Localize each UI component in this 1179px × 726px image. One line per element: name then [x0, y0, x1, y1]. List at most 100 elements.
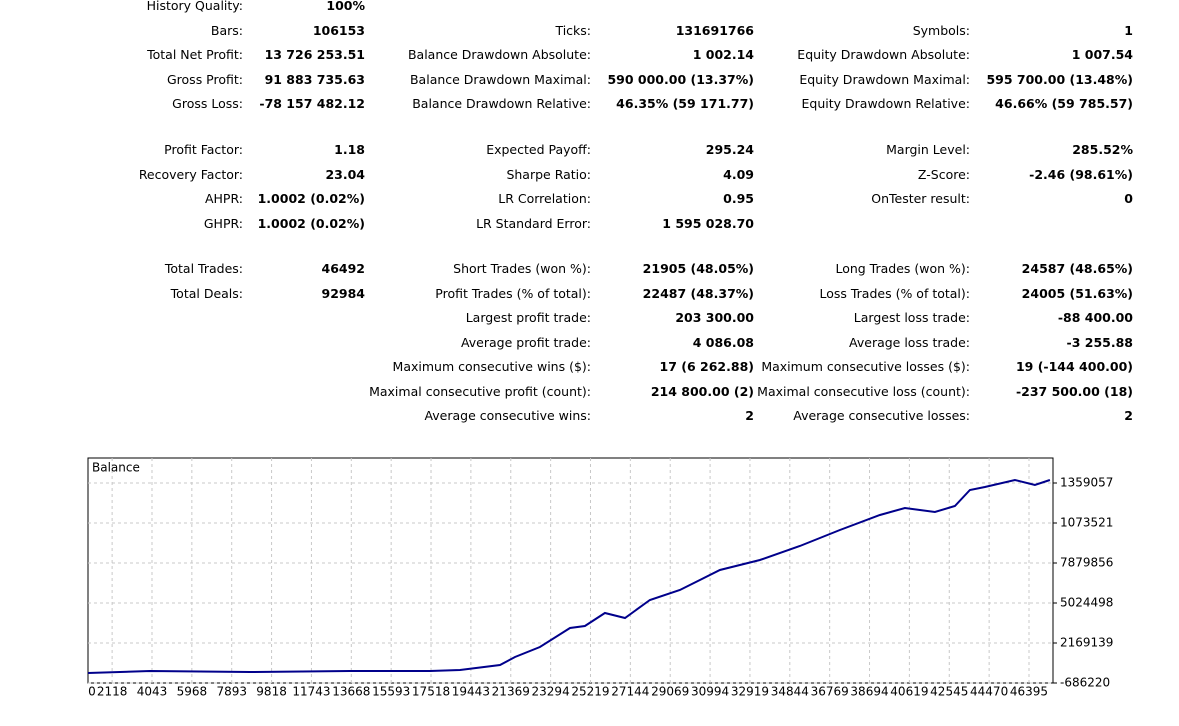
x-tick-label: 13668: [332, 685, 370, 699]
stat-value: 22487 (48.37%): [642, 285, 754, 301]
stat-value: 595 700.00 (13.48%): [986, 71, 1133, 87]
stat-label: Maximum consecutive losses ($):: [761, 359, 970, 374]
stat-value: 1.18: [334, 142, 365, 157]
balance-line: [87, 478, 1051, 674]
stat-value: 24005 (51.63%): [1021, 285, 1133, 301]
stat-label: Equity Drawdown Maximal:: [799, 71, 970, 87]
stat-label: AHPR:: [204, 191, 243, 206]
x-tick-label: 30994: [691, 685, 729, 699]
x-tick-label: 5968: [177, 685, 208, 699]
stat-value: 21905 (48.05%): [642, 261, 754, 276]
x-tick-label: 4043: [137, 685, 168, 699]
x-tick-label: 9818: [256, 685, 287, 699]
stat-value: 92984: [321, 285, 366, 301]
stat-value: 100%: [326, 0, 365, 13]
stat-label: Short Trades (won %):: [453, 261, 591, 276]
stat-label: Maximal consecutive loss (count):: [757, 383, 970, 399]
stat-label: LR Correlation:: [498, 191, 591, 206]
y-tick-label: 2169139: [1060, 636, 1113, 650]
stat-value: 46.35% (59 171.77): [616, 96, 754, 111]
stat-value: 106153: [312, 22, 365, 38]
x-tick-label: 21369: [492, 685, 530, 699]
stat-value: 13 726 253.51: [264, 47, 365, 62]
x-tick-label: 38694: [850, 685, 888, 699]
y-tick-label: 5024498: [1060, 596, 1113, 610]
y-tick-label: 1073521: [1060, 516, 1113, 530]
stat-value: 131691766: [675, 22, 754, 38]
stat-value: 4.09: [723, 166, 754, 182]
stat-value: 1 595 028.70: [662, 215, 754, 231]
stat-value: -237 500.00 (18): [1015, 383, 1133, 399]
stat-label: Maximum consecutive wins ($):: [392, 359, 591, 374]
x-tick-label: 29069: [651, 685, 689, 699]
stat-value: 0: [1124, 191, 1133, 206]
x-tick-label: 40619: [890, 685, 928, 699]
stat-label: Expected Payoff:: [486, 142, 591, 157]
stat-value: 1 002.14: [692, 47, 754, 62]
x-tick-label: 32919: [731, 685, 769, 699]
stat-value: 214 800.00 (2): [650, 383, 754, 399]
stat-value: 1.0002 (0.02%): [257, 215, 365, 231]
x-tick-label: 36769: [811, 685, 849, 699]
stat-label: Gross Loss:: [172, 96, 243, 111]
stat-value: 1: [1124, 22, 1133, 38]
stat-label: Bars:: [210, 22, 243, 38]
stat-label: Total Net Profit:: [147, 47, 243, 62]
stat-label: GHPR:: [203, 215, 243, 231]
stat-label: Balance Drawdown Absolute:: [407, 47, 591, 62]
stat-label: Recovery Factor:: [138, 166, 243, 182]
stat-label: Average consecutive wins:: [424, 408, 591, 423]
stat-label: Balance Drawdown Relative:: [412, 96, 591, 111]
stat-label: Average consecutive losses:: [793, 408, 970, 423]
stat-label: LR Standard Error:: [476, 215, 591, 231]
stat-label: OnTester result:: [871, 191, 970, 206]
stat-label: Profit Trades (% of total):: [435, 285, 591, 301]
stat-value: -78 157 482.12: [259, 96, 365, 111]
stat-label: Equity Drawdown Relative:: [801, 96, 970, 111]
y-tick-label: -686220: [1060, 676, 1110, 690]
stat-label: Margin Level:: [886, 142, 970, 157]
stat-label: Sharpe Ratio:: [506, 166, 591, 182]
stat-value: 4 086.08: [692, 334, 754, 350]
stat-label: Profit Factor:: [164, 142, 243, 157]
stat-label: Average profit trade:: [460, 334, 591, 350]
x-tick-label: 46395: [1010, 685, 1048, 699]
y-tick-label: 1359057: [1060, 476, 1113, 490]
stat-label: Total Deals:: [170, 285, 243, 301]
stat-value: -2.46 (98.61%): [1029, 166, 1133, 182]
stat-label: Equity Drawdown Absolute:: [797, 47, 970, 62]
y-tick-label: 7879856: [1060, 556, 1113, 570]
stat-value: 23.04: [325, 166, 365, 182]
stat-label: Maximal consecutive profit (count):: [369, 383, 591, 399]
x-tick-label: 2118: [97, 685, 128, 699]
plot-frame: [87, 457, 1054, 684]
stat-value: 295.24: [705, 142, 754, 157]
stat-value: 91 883 735.63: [264, 71, 365, 87]
x-tick-label: 44470: [970, 685, 1008, 699]
stat-value: 46.66% (59 785.57): [995, 96, 1133, 111]
stat-value: 590 000.00 (13.37%): [607, 71, 754, 87]
stat-value: 46492: [321, 261, 366, 276]
stat-value: 17 (6 262.88): [659, 359, 754, 374]
x-tick-label: 11743: [292, 685, 330, 699]
stat-value: 2: [1124, 408, 1133, 423]
x-tick-label: 15593: [372, 685, 410, 699]
stat-label: Total Trades:: [164, 261, 243, 276]
x-tick-label: 34844: [771, 685, 809, 699]
stat-label: Symbols:: [912, 22, 970, 38]
stat-label: Ticks:: [555, 22, 591, 38]
stat-label: History Quality:: [146, 0, 243, 13]
x-tick-label: 17518: [412, 685, 450, 699]
stat-value: 1 007.54: [1071, 47, 1133, 62]
stat-value: 203 300.00: [675, 310, 754, 325]
stat-value: -3 255.88: [1066, 334, 1133, 350]
stat-value: -88 400.00: [1057, 310, 1133, 325]
stat-value: 2: [745, 408, 754, 423]
x-tick-label: 42545: [930, 685, 968, 699]
stat-label: Largest profit trade:: [465, 310, 591, 325]
x-tick-label: 0: [88, 685, 96, 699]
x-tick-label: 19443: [452, 685, 490, 699]
stat-label: Gross Profit:: [166, 71, 243, 87]
